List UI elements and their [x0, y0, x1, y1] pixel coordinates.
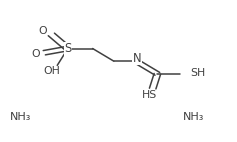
- Text: NH₃: NH₃: [183, 112, 205, 122]
- Text: N: N: [132, 52, 141, 65]
- Text: SH: SH: [190, 68, 206, 78]
- Text: OH: OH: [44, 66, 60, 76]
- Text: NH₃: NH₃: [10, 112, 32, 122]
- Text: O: O: [38, 26, 47, 36]
- Text: HS: HS: [142, 90, 157, 100]
- Text: O: O: [31, 49, 40, 59]
- Text: S: S: [64, 42, 72, 55]
